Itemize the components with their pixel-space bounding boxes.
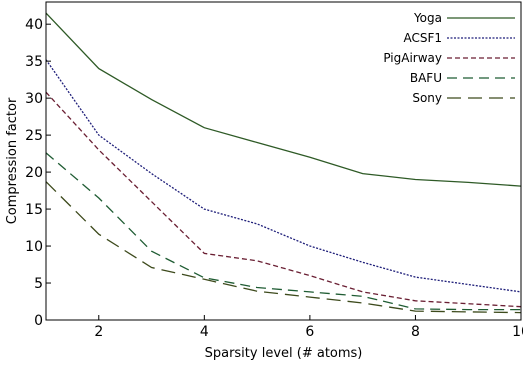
- plot-lines: [45, 12, 522, 314]
- y-axis-label: Compression factor: [5, 97, 20, 224]
- axis-ticks: 2 4 6 8 10 0 5 10 15 20 25 30 35 40: [25, 17, 523, 340]
- series-line-acsf1: [45, 59, 522, 293]
- y-tick-label: 40: [25, 17, 43, 33]
- series-line-sony: [45, 181, 522, 314]
- legend-label-acsf1: ACSF1: [403, 31, 442, 45]
- x-axis-label: Sparsity level (# atoms): [205, 346, 363, 361]
- plot-frame: [45, 1, 522, 321]
- y-tick-label: 25: [25, 128, 43, 144]
- y-tick-label: 5: [34, 276, 43, 292]
- x-tick-label: 10: [512, 324, 523, 340]
- x-tick-label: 6: [305, 324, 314, 340]
- series-line-yoga: [45, 12, 522, 187]
- y-tick-label: 20: [25, 165, 43, 181]
- x-tick-label: 2: [94, 324, 103, 340]
- legend-label-sony: Sony: [412, 91, 442, 105]
- x-tick-label: 8: [411, 324, 420, 340]
- legend-label-yoga: Yoga: [413, 11, 442, 25]
- series-line-bafu: [45, 152, 521, 311]
- x-tick-label: 4: [200, 324, 209, 340]
- y-tick-label: 15: [25, 202, 43, 218]
- y-tick-label: 10: [25, 239, 43, 255]
- series-line-pigairway: [45, 91, 522, 308]
- legend-label-bafu: BAFU: [410, 71, 442, 85]
- legend: Yoga ACSF1 PigAirway BAFU Sony: [383, 11, 515, 105]
- legend-label-pigairway: PigAirway: [383, 51, 442, 65]
- y-tick-label: 35: [25, 54, 43, 70]
- y-tick-label: 0: [34, 313, 43, 329]
- y-tick-label: 30: [25, 91, 43, 107]
